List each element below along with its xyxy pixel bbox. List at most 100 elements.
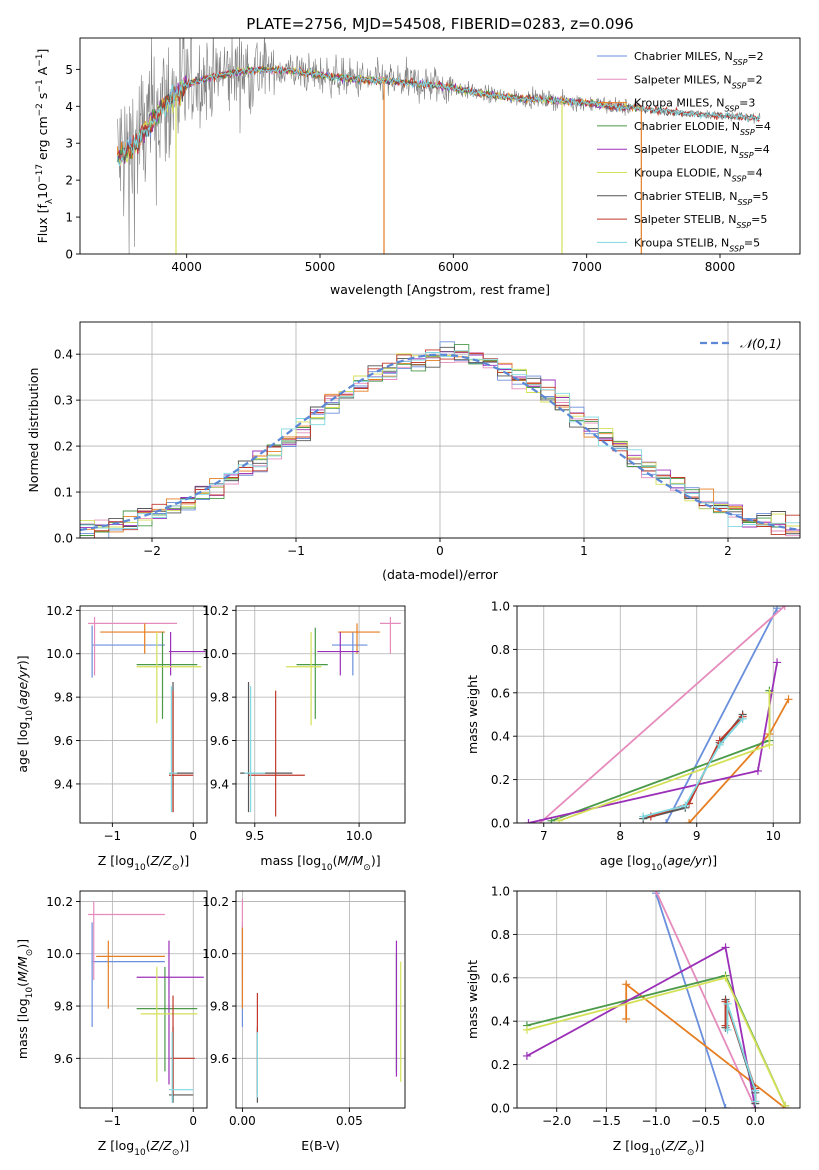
axes-frame — [235, 890, 406, 1109]
y-tick-label: 9.6 — [210, 734, 229, 748]
legend-entry: Salpeter ELODIE, NSSP=4 — [634, 143, 770, 160]
axes-frame — [516, 605, 801, 824]
y-tick-label: 10.2 — [46, 604, 73, 618]
plot-area — [524, 606, 793, 823]
y-tick-label: 0.2 — [491, 773, 510, 787]
x-tick-label: 10.0 — [346, 829, 373, 843]
y-tick-label: 10.0 — [202, 947, 229, 961]
y-tick-label: 0.0 — [491, 817, 510, 831]
y-tick-label: 0.2 — [54, 440, 73, 454]
plot-area — [88, 901, 204, 1103]
y-axis-label: mass weight — [465, 960, 480, 1039]
legend-entry: Salpeter MILES, NSSP=2 — [634, 73, 763, 90]
x-tick-label: −1.0 — [641, 1114, 670, 1128]
y-tick-label: 9.8 — [54, 1000, 73, 1014]
y-tick-label: 10.2 — [202, 604, 229, 618]
axes-frame — [79, 605, 208, 824]
mass-weight-point — [780, 606, 789, 610]
y-tick-label: 10.2 — [202, 895, 229, 909]
y-tick-label: 2 — [65, 174, 73, 188]
x-axis-label: age [log10(age/yr)] — [600, 853, 717, 873]
y-tick-label: 0.8 — [491, 928, 510, 942]
x-tick-label: 8000 — [705, 260, 736, 274]
y-tick-label: 9.8 — [54, 691, 73, 705]
x-axis-label: Z [log10(Z/Z⊙)] — [98, 1138, 189, 1158]
mass-weight-point — [622, 980, 631, 989]
x-tick-label: −1 — [287, 544, 305, 558]
axes-frame — [79, 321, 801, 539]
panel-spectrum: 4000 5000 6000 7000 8000 0 1 2 3 4 5 wavelength [An… — [35, 37, 801, 297]
mass-weight-point — [721, 973, 730, 982]
x-tick-label: 5000 — [305, 260, 336, 274]
y-tick-label: 0.4 — [491, 730, 510, 744]
legend-entry: Salpeter STELIB, NSSP=5 — [634, 213, 767, 230]
x-tick-label: 0.0 — [746, 1114, 765, 1128]
y-tick-label: 3 — [65, 137, 73, 151]
mass-weight-point — [721, 943, 730, 952]
y-tick-label: 9.4 — [54, 777, 73, 791]
mass-weight-point — [522, 1025, 531, 1034]
legend-entry: Kroupa ELODIE, NSSP=4 — [634, 167, 763, 184]
y-tick-label: 0.4 — [54, 348, 73, 362]
mass-weight-point — [723, 1025, 732, 1034]
y-tick-label: 1.0 — [491, 600, 510, 614]
y-tick-label: 10.0 — [46, 647, 73, 661]
y-tick-label: 0.0 — [54, 532, 73, 546]
y-tick-label: 10.2 — [46, 895, 73, 909]
mass-weight-point — [685, 819, 694, 823]
axes-frame — [79, 890, 208, 1109]
x-tick-label: 1 — [580, 544, 588, 558]
x-tick-label: −2.0 — [542, 1114, 571, 1128]
x-axis-label: Z [log10(Z/Z⊙)] — [613, 1138, 704, 1158]
mass-weight-line — [655, 892, 727, 1108]
legend-entry: Chabrier ELODIE, NSSP=4 — [634, 120, 771, 137]
legend-entry: Kroupa MILES, NSSP=3 — [634, 97, 755, 114]
panel-mass-vs-EBV: 0.00 0.05 9.6 9.8 10.0 10.2 E(B-V) — [202, 890, 406, 1153]
mass-weight-line — [665, 607, 778, 823]
y-tick-label: 9.8 — [210, 691, 229, 705]
mass-weight-point — [765, 740, 774, 749]
x-axis-label: Z [log10(Z/Z⊙)] — [98, 853, 189, 873]
axes-frame — [516, 890, 801, 1109]
y-axis-label: Flux [fλ10−17 erg cm−2 s−1 A−1] — [35, 49, 55, 244]
mass-weight-point — [662, 819, 671, 823]
legend-entry: Chabrier STELIB, NSSP=5 — [634, 190, 768, 207]
mass-weight-point — [751, 1086, 760, 1095]
plot-area — [241, 898, 402, 1103]
x-axis-label: E(B-V) — [301, 1138, 340, 1153]
mass-weight-point — [773, 606, 782, 613]
mass-weight-point — [738, 714, 747, 723]
mass-weight-point — [681, 801, 690, 810]
mass-weight-point — [721, 1104, 730, 1108]
mass-weight-point — [773, 658, 782, 667]
x-tick-label: −1 — [104, 829, 122, 843]
panel-age-vs-Z: −1 0 9.4 9.6 9.8 10.0 10.2 Z [log10(Z/Z⊙)] age [… — [15, 604, 208, 873]
mass-weight-line — [526, 946, 757, 1108]
mass-weight-point — [781, 1101, 790, 1108]
figure-title: PLATE=2756, MJD=54508, FIBERID=0283, z=0… — [246, 15, 633, 33]
normal-distribution-line — [80, 353, 800, 531]
y-tick-label: 9.6 — [54, 1052, 73, 1066]
y-tick-label: 0.3 — [54, 394, 73, 408]
mass-weight-point — [555, 816, 564, 823]
mass-weight-point — [751, 1097, 760, 1106]
panel-age-vs-mass: 9.5 10.0 9.4 9.6 9.8 10.0 10.2 mass [log10(M/M⊙… — [202, 604, 406, 873]
y-axis-label: age [log10(age/yr)] — [15, 655, 35, 772]
mass-weight-line — [551, 690, 771, 822]
x-axis-label: (data-model)/error — [382, 567, 499, 582]
mass-weight-point — [765, 688, 774, 697]
x-tick-label: 9.5 — [245, 829, 264, 843]
plot-area — [522, 891, 790, 1108]
y-tick-label: 5 — [65, 63, 73, 77]
y-tick-label: 9.4 — [210, 777, 229, 791]
x-tick-label: −0.5 — [691, 1114, 720, 1128]
y-tick-label: 0.0 — [491, 1102, 510, 1116]
legend-entry: 𝒩(0,1) — [740, 336, 782, 351]
y-tick-label: 0.2 — [491, 1058, 510, 1072]
x-tick-label: 0.05 — [336, 1114, 363, 1128]
x-tick-label: 4000 — [171, 260, 202, 274]
y-tick-label: 4 — [65, 100, 73, 114]
mass-weight-line — [539, 606, 786, 823]
x-axis-label: wavelength [Angstrom, rest frame] — [330, 282, 550, 297]
